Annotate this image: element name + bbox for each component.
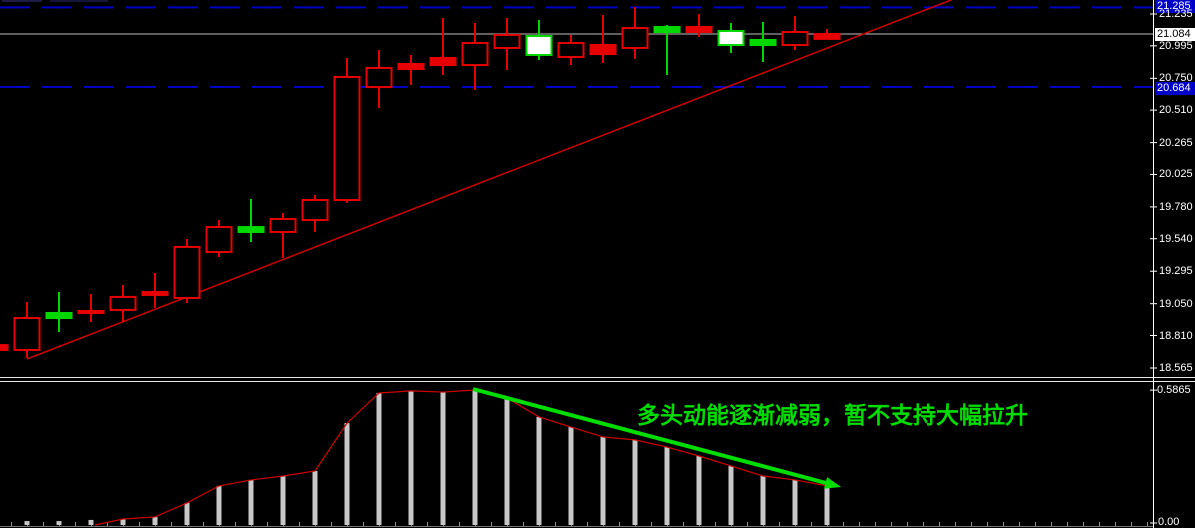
lower-band-price-label: 20.684	[1155, 82, 1195, 95]
candle-body	[109, 295, 137, 311]
histogram-bar	[216, 485, 222, 525]
price-tick-label: 21.235	[1159, 8, 1193, 20]
histogram-bar	[312, 470, 318, 525]
candle-body	[269, 217, 297, 233]
histogram-bar	[344, 423, 350, 525]
candle-body	[0, 344, 9, 351]
price-tick-label: 20.265	[1159, 136, 1193, 149]
candle-body	[525, 35, 553, 56]
candle-body	[301, 199, 329, 222]
price-tick-label: 18.810	[1159, 329, 1193, 342]
candle-body	[365, 66, 393, 89]
signal-line	[94, 389, 828, 526]
candle-body	[717, 29, 745, 47]
candle-body	[781, 31, 809, 47]
histogram-bar	[152, 516, 158, 525]
indicator-max-label: 0.5865	[1157, 384, 1191, 396]
histogram-bar	[248, 479, 254, 525]
price-tick-label: 18.565	[1159, 361, 1193, 374]
histogram-bar	[696, 456, 702, 525]
histogram-bar	[568, 427, 574, 525]
clipped-title-remnant	[50, 0, 108, 2]
histogram-bar	[408, 390, 414, 525]
current-price-label: 21.084	[1155, 28, 1195, 41]
histogram-bar	[824, 485, 830, 525]
candle-body	[589, 44, 617, 56]
histogram-bar	[472, 389, 478, 525]
candle-body	[557, 42, 585, 58]
clipped-title-remnant	[2, 0, 42, 2]
candle-body	[397, 62, 425, 71]
histogram-bar	[632, 439, 638, 525]
candle-body	[173, 245, 201, 299]
candle-body	[461, 42, 489, 67]
candle-body	[429, 57, 457, 67]
price-tick-label: 20.025	[1159, 168, 1193, 181]
histogram-bar	[664, 447, 670, 525]
upper-band-price-label: 21.285	[1155, 0, 1195, 13]
trendline[interactable]	[26, 0, 952, 360]
price-tick-label: 19.780	[1159, 200, 1193, 213]
histogram-bar	[600, 436, 606, 525]
trend-arrow[interactable]	[472, 387, 832, 487]
candle-body	[333, 75, 361, 202]
histogram-bar	[376, 392, 382, 525]
price-tick-label: 19.540	[1159, 232, 1193, 245]
candle-body	[813, 33, 841, 40]
indicator-min-label: 0.00	[1158, 516, 1180, 528]
candle-body	[13, 317, 41, 351]
candle-body	[621, 27, 649, 49]
candle-body	[237, 226, 265, 233]
candle-body	[77, 309, 105, 314]
price-tick-label: 19.295	[1159, 265, 1193, 278]
candle-body	[749, 38, 777, 47]
price-tick-label: 20.995	[1159, 39, 1193, 52]
histogram-bar	[440, 392, 446, 525]
histogram-bar	[88, 519, 94, 525]
histogram-bar	[120, 519, 126, 525]
histogram-bar	[184, 502, 190, 525]
candle-body	[141, 291, 169, 296]
histogram-bar	[792, 479, 798, 525]
price-tick-label: 19.050	[1159, 297, 1193, 310]
trend-arrow-head[interactable]	[823, 477, 841, 489]
histogram-bar	[760, 476, 766, 525]
candle-body	[45, 311, 73, 320]
histogram-bar	[280, 476, 286, 525]
histogram-bar	[536, 416, 542, 525]
histogram-bar	[728, 465, 734, 525]
histogram-bar	[56, 521, 62, 525]
candle-body	[205, 226, 233, 253]
histogram-bar	[504, 398, 510, 525]
price-tick-label: 20.510	[1159, 104, 1193, 117]
candle-body	[653, 25, 681, 34]
annotation-text[interactable]: 多头动能逐渐减弱，暂不支持大幅拉升	[637, 402, 1028, 428]
histogram-bar	[24, 521, 30, 525]
price-tick-label: 20.750	[1159, 72, 1193, 85]
candle-body	[685, 25, 713, 34]
candle-body	[493, 33, 521, 49]
